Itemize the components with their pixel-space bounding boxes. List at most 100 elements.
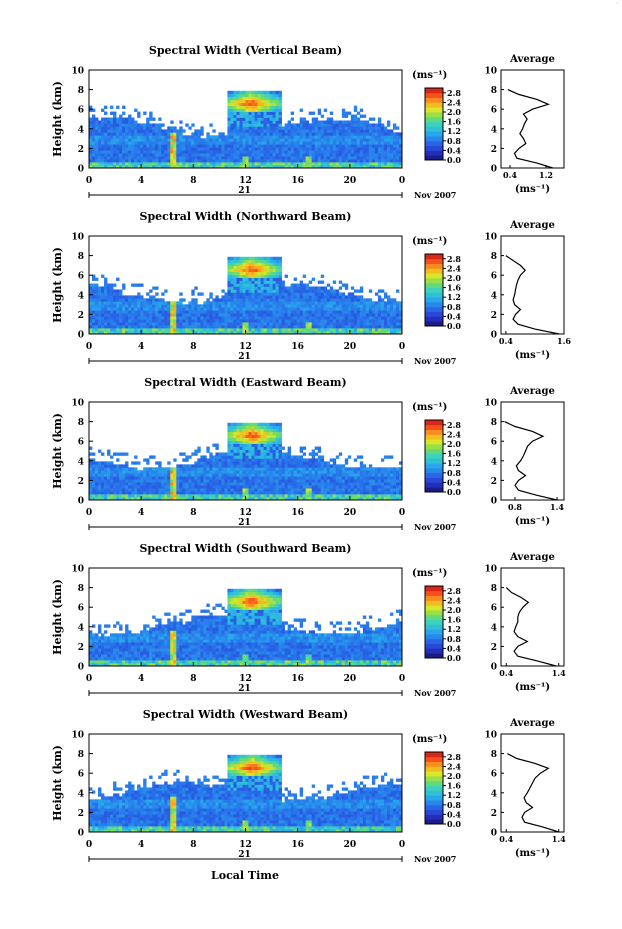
heatmap-cell [197, 162, 201, 166]
heatmap-cell [128, 141, 132, 145]
heatmap-cell [251, 141, 255, 145]
heatmap-cell [284, 331, 288, 335]
heatmap-cell [203, 310, 207, 314]
heatmap-cell [266, 162, 270, 166]
heatmap-cell [152, 159, 156, 163]
heatmap-cell [128, 488, 132, 492]
heatmap-cell [134, 132, 138, 136]
heatmap-cell [239, 96, 243, 101]
heatmap-cell [134, 331, 138, 335]
heatmap-cell [317, 467, 322, 471]
heatmap-cell [266, 289, 270, 293]
heatmap-cell [176, 313, 180, 317]
heatmap-cell [296, 488, 301, 492]
heatmap-cell [344, 150, 349, 154]
heatmap-cell [299, 159, 304, 163]
heatmap-cell [215, 141, 219, 145]
heatmap-cell [248, 458, 252, 462]
heatmap-cell [392, 141, 397, 145]
heatmap-cell [227, 313, 231, 317]
heatmap-cell [242, 292, 246, 296]
heatmap-cell [146, 123, 150, 127]
heatmap-cell [233, 434, 237, 438]
heatmap-cell [269, 120, 273, 124]
heatmap-cell [206, 328, 210, 332]
heatmap-cell [341, 325, 346, 329]
colorbar-band [425, 145, 443, 151]
heatmap-cell [254, 313, 258, 317]
heatmap-cell [356, 129, 361, 133]
heatmap-cell [137, 494, 141, 498]
heatmap-cell [275, 452, 279, 456]
heatmap-cell [236, 485, 240, 489]
heatmap-cell [188, 162, 192, 166]
heatmap-cell [284, 491, 288, 495]
heatmap-cell [302, 289, 307, 293]
heatmap-cell [248, 488, 252, 492]
heatmap-cell [257, 497, 261, 501]
heatmap-cell [332, 126, 337, 130]
heatmap-cell [266, 99, 270, 104]
heatmap-cell [107, 283, 111, 287]
heatmap-cell [359, 108, 364, 112]
heatmap-cell [350, 144, 355, 148]
heatmap-cell [290, 485, 294, 489]
heatmap-cell [98, 310, 102, 314]
heatmap-cell [266, 482, 270, 486]
heatmap-cell [326, 304, 331, 308]
heatmap-cell [221, 461, 225, 465]
heatmap-cell [113, 120, 117, 124]
heatmap-cell [194, 307, 198, 311]
heatmap-cell [149, 319, 153, 323]
heatmap-cell [134, 494, 138, 498]
heatmap-cell [173, 307, 177, 311]
heatmap-cell [197, 165, 201, 169]
heatmap-cell [278, 298, 282, 302]
heatmap-cell [302, 497, 307, 501]
heatmap-cell [281, 491, 285, 495]
heatmap-cell [293, 331, 298, 335]
heatmap-cell [209, 470, 213, 474]
heatmap-cell [248, 286, 252, 290]
heatmap-cell [248, 428, 252, 433]
heatmap-cell [260, 497, 264, 501]
heatmap-cell [98, 132, 102, 136]
heatmap-cell [227, 494, 231, 498]
heatmap-cell [329, 138, 334, 142]
heatmap-cell [182, 491, 186, 495]
heatmap-cell [266, 123, 270, 127]
heatmap-cell [152, 310, 156, 314]
heatmap-cell [116, 476, 120, 480]
heatmap-cell [281, 283, 285, 287]
heatmap-cell [164, 488, 168, 492]
heatmap-cell [239, 461, 243, 465]
heatmap-cell [287, 488, 291, 492]
heatmap-cell [269, 455, 273, 459]
heatmap-cell [101, 452, 105, 456]
heatmap-cell [269, 491, 273, 495]
heatmap-cell [152, 307, 156, 311]
heatmap-cell [359, 298, 364, 302]
heatmap-cell [356, 301, 361, 305]
heatmap-cell [224, 488, 228, 492]
heatmap-cell [233, 298, 237, 302]
heatmap-cell [230, 440, 234, 444]
heatmap-cell [260, 114, 264, 118]
heatmap-cell [233, 268, 237, 272]
heatmap-cell [263, 298, 267, 302]
heatmap-cell [314, 461, 319, 465]
heatmap-cell [344, 319, 349, 323]
heatmap-cell [254, 159, 258, 163]
heatmap-cell [260, 316, 264, 320]
heatmap-cell [380, 132, 385, 136]
heatmap-cell [269, 289, 273, 293]
heatmap-cell [89, 138, 93, 142]
heatmap-cell [92, 307, 96, 311]
heatmap-cell [257, 114, 261, 118]
heatmap-cell [290, 111, 294, 115]
heatmap-cell [125, 295, 129, 299]
heatmap-cell [263, 322, 267, 326]
heatmap-cell [128, 479, 132, 483]
heatmap-cell [299, 108, 304, 112]
heatmap-cell [290, 491, 294, 495]
